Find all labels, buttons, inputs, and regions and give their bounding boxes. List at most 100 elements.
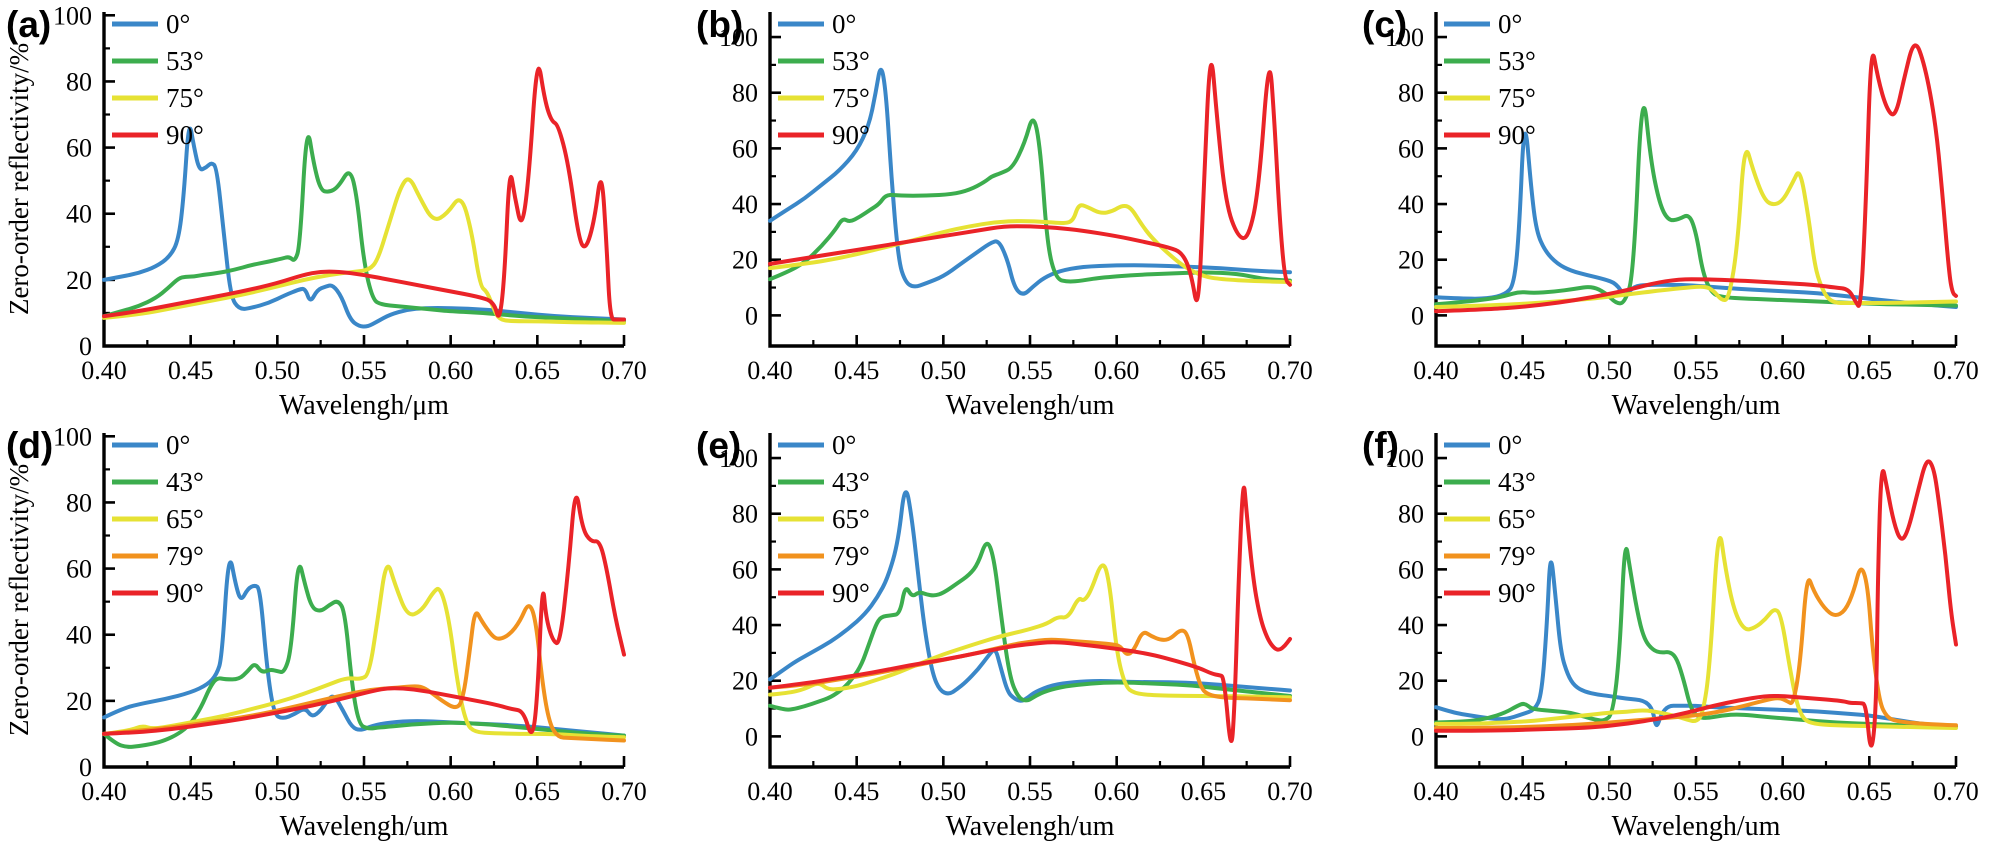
- series-line-75deg: [1434, 149, 1958, 309]
- y-tick-label: 20: [1398, 667, 1424, 696]
- legend-label-90deg: 90°: [166, 578, 204, 608]
- legend-label-43deg: 43°: [166, 467, 204, 497]
- panel-label: (b): [696, 4, 744, 45]
- x-tick-label: 0.65: [1847, 356, 1893, 385]
- legend-label-53deg: 53°: [1498, 46, 1536, 76]
- legend-label-90deg: 90°: [1498, 578, 1536, 608]
- x-tick-label: 0.65: [515, 356, 561, 385]
- y-tick-label: 80: [66, 67, 92, 96]
- y-tick-label: 60: [732, 555, 758, 584]
- panel-label: (d): [6, 425, 54, 466]
- y-tick-label: 40: [66, 621, 92, 650]
- legend-label-0deg: 0°: [166, 430, 190, 460]
- series-line-90deg: [102, 495, 626, 736]
- x-tick-label: 0.55: [1673, 356, 1719, 385]
- x-tick-label: 0.60: [428, 356, 474, 385]
- legend-label-53deg: 53°: [832, 46, 870, 76]
- y-tick-label: 60: [1398, 134, 1424, 163]
- series-line-0deg: [102, 126, 626, 329]
- x-tick-label: 0.50: [1587, 356, 1633, 385]
- plot-f: 0.40 0.45 0.50 0.55 0.60 0.65 0.70 0 20 40 60 80 100…: [1385, 430, 1979, 842]
- x-tick-label: 0.70: [1933, 356, 1979, 385]
- y-tick-label: 80: [1398, 79, 1424, 108]
- legend-label-75deg: 75°: [832, 83, 870, 113]
- x-tick-label: 0.40: [81, 777, 127, 806]
- x-axis-title: Wavelengh/um: [946, 390, 1115, 421]
- series-line-43deg: [1434, 546, 1958, 729]
- y-tick-label: 20: [66, 266, 92, 295]
- y-tick-label: 0: [79, 753, 92, 782]
- y-tick-label: 60: [66, 134, 92, 163]
- series-line-0deg: [768, 490, 1292, 703]
- y-tick-label: 100: [53, 1, 92, 30]
- legend-label-75deg: 75°: [166, 83, 204, 113]
- x-tick-label: 0.55: [1007, 356, 1053, 385]
- x-tick-label: 0.65: [1847, 777, 1893, 806]
- series-line-75deg: [768, 203, 1292, 284]
- legend-label-65deg: 65°: [166, 504, 204, 534]
- x-axis-title: Wavelengh/um: [1612, 390, 1781, 421]
- panel-label: (f): [1362, 425, 1399, 466]
- series-line-0deg: [1434, 560, 1958, 729]
- panel-label: (a): [6, 4, 52, 45]
- series-line-43deg: [768, 541, 1292, 712]
- series-line-79deg: [768, 628, 1292, 703]
- legend-label-43deg: 43°: [1498, 467, 1536, 497]
- y-tick-label: 60: [732, 134, 758, 163]
- legend-label-0deg: 0°: [832, 430, 856, 460]
- series-line-0deg: [768, 67, 1292, 296]
- series-line-65deg: [768, 563, 1292, 700]
- plot-d: 0.40 0.45 0.50 0.55 0.60 0.65 0.70 0 20 40 60 80 100…: [4, 422, 647, 842]
- y-tick-label: 0: [745, 722, 758, 751]
- x-tick-label: 0.40: [1413, 777, 1459, 806]
- x-tick-label: 0.70: [601, 777, 647, 806]
- plot-e: 0.40 0.45 0.50 0.55 0.60 0.65 0.70 0 20 40 60 80 100…: [719, 430, 1313, 842]
- plot-c: 0.40 0.45 0.50 0.55 0.60 0.65 0.70 0 20 40 60 80 100…: [1385, 9, 1979, 421]
- x-tick-label: 0.45: [1500, 356, 1546, 385]
- x-tick-label: 0.60: [1760, 356, 1806, 385]
- x-tick-label: 0.60: [1094, 356, 1140, 385]
- legend-label-65deg: 65°: [832, 504, 870, 534]
- x-tick-label: 0.45: [1500, 777, 1546, 806]
- y-tick-label: 20: [732, 246, 758, 275]
- x-tick-label: 0.45: [168, 777, 214, 806]
- x-axis-title: Wavelengh/um: [946, 811, 1115, 842]
- x-tick-label: 0.45: [834, 777, 880, 806]
- legend-label-53deg: 53°: [166, 46, 204, 76]
- y-tick-label: 100: [1385, 23, 1424, 52]
- y-tick-label: 60: [66, 555, 92, 584]
- series-line-90deg: [1434, 459, 1958, 748]
- x-tick-label: 0.65: [1181, 356, 1227, 385]
- y-tick-label: 100: [719, 444, 758, 473]
- x-tick-label: 0.40: [81, 356, 127, 385]
- x-tick-label: 0.50: [255, 777, 301, 806]
- series-line-53deg: [102, 135, 626, 324]
- y-tick-label: 80: [732, 79, 758, 108]
- panel-label: (c): [1362, 4, 1408, 45]
- legend-label-0deg: 0°: [1498, 430, 1522, 460]
- x-tick-label: 0.55: [1007, 777, 1053, 806]
- y-axis-title: Zero-order reflectivity/%: [4, 43, 34, 315]
- legend-label-0deg: 0°: [1498, 9, 1522, 39]
- y-tick-label: 80: [1398, 500, 1424, 529]
- y-tick-label: 0: [1411, 301, 1424, 330]
- x-tick-label: 0.40: [747, 356, 793, 385]
- panel-a: (a) 0.40 0.45 0.50 0.55 0.60 0.65 0.70 0 20 40 60 80…: [0, 0, 666, 421]
- series-line-0deg: [102, 560, 626, 738]
- x-axis-title: Wavelengh/um: [280, 811, 449, 842]
- panel-f: (f) 0.40 0.45 0.50 0.55 0.60 0.65 0.70 0 20 40 60 80…: [1332, 421, 1998, 842]
- legend-label-43deg: 43°: [832, 467, 870, 497]
- x-tick-label: 0.60: [1094, 777, 1140, 806]
- y-tick-label: 100: [1385, 444, 1424, 473]
- y-tick-label: 40: [1398, 190, 1424, 219]
- x-tick-label: 0.70: [1933, 777, 1979, 806]
- y-tick-label: 80: [732, 500, 758, 529]
- legend-label-79deg: 79°: [166, 541, 204, 571]
- legend-label-90deg: 90°: [166, 120, 204, 150]
- panel-e: (e) 0.40 0.45 0.50 0.55 0.60 0.65 0.70 0 20 40 60 80…: [666, 421, 1332, 842]
- x-tick-label: 0.65: [1181, 777, 1227, 806]
- x-tick-label: 0.60: [1760, 777, 1806, 806]
- x-tick-label: 0.50: [921, 777, 967, 806]
- y-tick-label: 40: [732, 190, 758, 219]
- x-tick-label: 0.45: [168, 356, 214, 385]
